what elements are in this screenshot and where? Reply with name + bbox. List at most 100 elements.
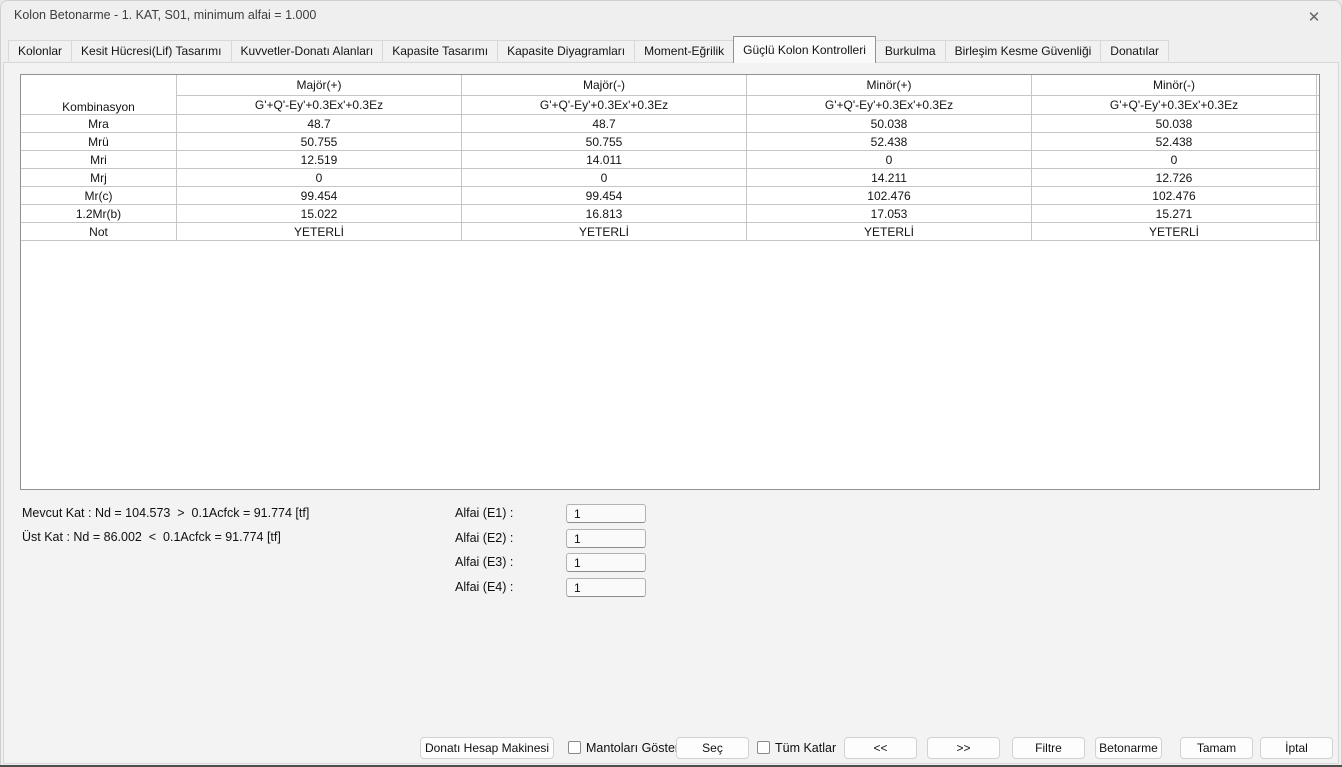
alfai-e4-input[interactable]: [566, 578, 646, 597]
table-cell: 15.022: [176, 204, 462, 223]
tab-moment-egrilik[interactable]: Moment-Eğrilik: [634, 40, 735, 61]
table-cell: 99.454: [461, 186, 747, 205]
row-label: Mrj: [21, 168, 177, 187]
table-cell: [1316, 204, 1319, 223]
table-cell: 0: [746, 150, 1032, 169]
filtre-button[interactable]: Filtre: [1012, 737, 1085, 759]
table-cell: 0: [1031, 150, 1317, 169]
previous-button[interactable]: <<: [844, 737, 917, 759]
table-cell: 50.755: [461, 132, 747, 151]
table-cell: 50.038: [1031, 114, 1317, 133]
alfai-e1-input[interactable]: [566, 504, 646, 523]
alfai-e3-input[interactable]: [566, 553, 646, 572]
alfai-e4-label: Alfai (E4) :: [455, 580, 514, 594]
table-cell: 52.438: [1031, 132, 1317, 151]
iptal-button[interactable]: İptal: [1260, 737, 1333, 759]
table-cell: YETERLİ: [746, 222, 1032, 241]
table-cell: 12.726: [1031, 168, 1317, 187]
table-cell: 12.519: [176, 150, 462, 169]
col-header-minor-plus: Minör(+): [746, 75, 1032, 96]
tab-kapasite-tasarimi[interactable]: Kapasite Tasarımı: [382, 40, 499, 61]
betonarme-button[interactable]: Betonarme: [1095, 737, 1162, 759]
window-bottom-edge: [0, 765, 1342, 767]
alfai-e1-label: Alfai (E1) :: [455, 506, 514, 520]
tab-strip: Kolonlar Kesit Hücresi(Lif) Tasarımı Kuv…: [8, 36, 1169, 63]
table-cell: [1316, 186, 1319, 205]
close-icon: ✕: [1307, 8, 1321, 26]
next-button[interactable]: >>: [927, 737, 1000, 759]
kombinasyon-header: Kombinasyon: [21, 75, 177, 115]
table-cell: 16.813: [461, 204, 747, 223]
row-label: Not: [21, 222, 177, 241]
table-cell: 14.211: [746, 168, 1032, 187]
tum-katlar-label[interactable]: Tüm Katlar: [775, 741, 837, 755]
alfai-e3-label: Alfai (E3) :: [455, 555, 514, 569]
mantolari-goster-label[interactable]: Mantoları Göster: [586, 741, 680, 755]
table-cell: YETERLİ: [176, 222, 462, 241]
table-cell: YETERLİ: [461, 222, 747, 241]
table-cell: 52.438: [746, 132, 1032, 151]
row-label: Mra: [21, 114, 177, 133]
table-row: Mra 48.7 48.7 50.038 50.038: [21, 114, 1319, 133]
close-button[interactable]: ✕: [1294, 4, 1334, 29]
ust-kat-info: Üst Kat : Nd = 86.002 < 0.1Acfck = 91.77…: [22, 530, 281, 544]
tab-birlesim-kesme-guvenligi[interactable]: Birleşim Kesme Güvenliği: [944, 40, 1102, 61]
table-cell: 50.038: [746, 114, 1032, 133]
table-row: Mri 12.519 14.011 0 0: [21, 150, 1319, 169]
combination-cell: G'+Q'-Ey'+0.3Ex'+0.3Ez: [746, 95, 1032, 115]
col-header-major-minus: Majör(-): [461, 75, 747, 96]
mevcut-kat-info: Mevcut Kat : Nd = 104.573 > 0.1Acfck = 9…: [22, 506, 310, 520]
tab-burkulma[interactable]: Burkulma: [874, 40, 946, 61]
row-label: Mr(c): [21, 186, 177, 205]
tamam-button[interactable]: Tamam: [1180, 737, 1253, 759]
table-cell: [1316, 168, 1319, 187]
tab-guclu-kolon-kontrolleri[interactable]: Güçlü Kolon Kontrolleri: [733, 36, 876, 63]
alfai-e2-input[interactable]: [566, 529, 646, 548]
tum-katlar-checkbox[interactable]: [757, 741, 770, 754]
col-header-major-plus: Majör(+): [176, 75, 462, 96]
table-cell: 50.755: [176, 132, 462, 151]
table-cell: [1316, 132, 1319, 151]
table-cell: [1316, 222, 1319, 241]
table-cell: 102.476: [1031, 186, 1317, 205]
table-row: Kombinasyon Majör(+) Majör(-) Minör(+) M…: [21, 75, 1319, 115]
row-label: Mri: [21, 150, 177, 169]
sec-button[interactable]: Seç: [676, 737, 749, 759]
table-cell: 48.7: [176, 114, 462, 133]
table-row: Mrj 0 0 14.211 12.726: [21, 168, 1319, 187]
combination-cell: G'+Q'-Ey'+0.3Ex'+0.3Ez: [1031, 95, 1317, 115]
table-cell: [1316, 150, 1319, 169]
title-bar: Kolon Betonarme - 1. KAT, S01, minimum a…: [0, 0, 1342, 31]
table-cell: 0: [176, 168, 462, 187]
col-header-minor-minus: Minör(-): [1031, 75, 1317, 96]
table-row: Mr(c) 99.454 99.454 102.476 102.476: [21, 186, 1319, 205]
strong-column-table: Kombinasyon Majör(+) Majör(-) Minör(+) M…: [20, 74, 1320, 490]
table-cell: [1316, 95, 1319, 115]
tab-kapasite-diyagramlari[interactable]: Kapasite Diyagramları: [497, 40, 636, 61]
combination-cell: G'+Q'-Ey'+0.3Ex'+0.3Ez: [176, 95, 462, 115]
table-cell: YETERLİ: [1031, 222, 1317, 241]
table-row: Mrü 50.755 50.755 52.438 52.438: [21, 132, 1319, 151]
donati-hesap-makinesi-button[interactable]: Donatı Hesap Makinesi: [420, 737, 554, 759]
tab-kolonlar[interactable]: Kolonlar: [8, 40, 73, 61]
window-title: Kolon Betonarme - 1. KAT, S01, minimum a…: [14, 8, 317, 22]
table-cell: 102.476: [746, 186, 1032, 205]
table-cell: 14.011: [461, 150, 747, 169]
table-row: G'+Q'-Ey'+0.3Ex'+0.3Ez G'+Q'-Ey'+0.3Ex'+…: [21, 95, 1319, 115]
table-cell: [1316, 114, 1319, 133]
table-cell: 48.7: [461, 114, 747, 133]
table-cell: [1316, 75, 1319, 96]
table-cell: 17.053: [746, 204, 1032, 223]
table-cell: 99.454: [176, 186, 462, 205]
tab-kuvvetler-donati-alanlari[interactable]: Kuvvetler-Donatı Alanları: [230, 40, 384, 61]
row-label: 1.2Mr(b): [21, 204, 177, 223]
mantolari-goster-checkbox[interactable]: [568, 741, 581, 754]
tab-donatilar[interactable]: Donatılar: [1100, 40, 1169, 61]
row-label: Mrü: [21, 132, 177, 151]
table-row: 1.2Mr(b) 15.022 16.813 17.053 15.271: [21, 204, 1319, 223]
table-cell: 0: [461, 168, 747, 187]
alfai-e2-label: Alfai (E2) :: [455, 531, 514, 545]
tab-kesit-hucresi-lif-tasarimi[interactable]: Kesit Hücresi(Lif) Tasarımı: [71, 40, 232, 61]
table-row: Not YETERLİ YETERLİ YETERLİ YETERLİ: [21, 222, 1319, 241]
